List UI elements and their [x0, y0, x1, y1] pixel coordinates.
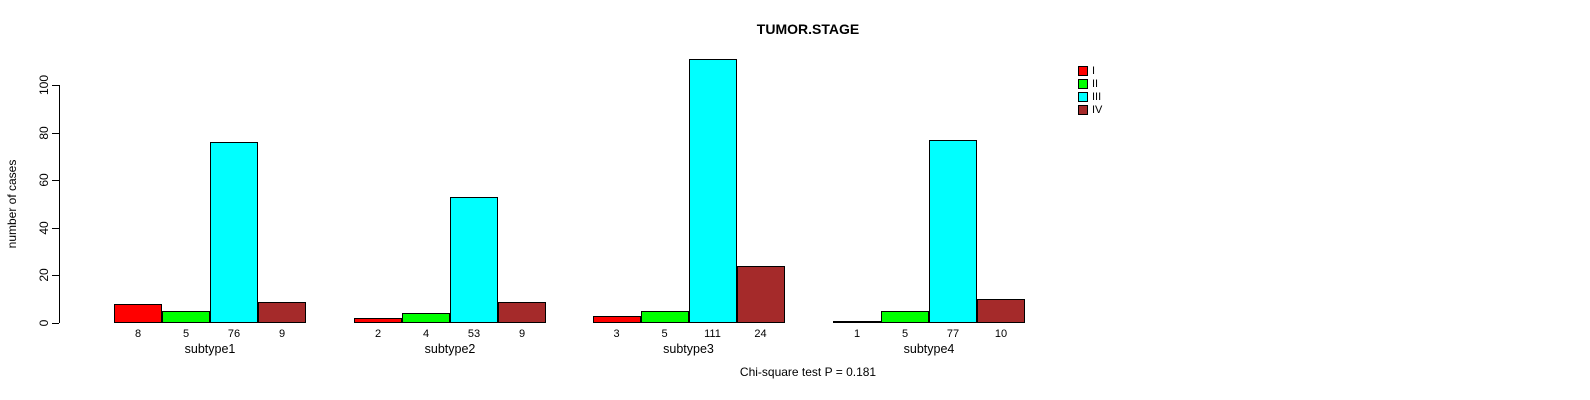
y-tick	[52, 132, 59, 134]
y-tick	[52, 227, 59, 229]
bar-value-I-subtype3: 3	[613, 328, 620, 340]
y-axis-label: number of cases	[5, 159, 19, 249]
y-tick-label: 20	[37, 268, 51, 283]
bar-value-III-subtype4: 77	[946, 328, 960, 340]
bar-value-IV-subtype1: 9	[278, 328, 286, 340]
bar-III-subtype2	[450, 196, 498, 323]
y-tick	[52, 275, 59, 277]
bar-IV-subtype2	[498, 301, 546, 323]
legend-swatch-IV	[1078, 105, 1088, 115]
legend-label-III: III	[1092, 91, 1102, 103]
bar-III-subtype4	[929, 139, 977, 323]
bar-I-subtype3	[592, 315, 641, 323]
bar-II-subtype4	[881, 311, 929, 323]
legend-label-I: I	[1092, 65, 1096, 77]
bar-III-subtype3	[688, 58, 737, 323]
bar-III-subtype1	[210, 142, 258, 323]
bar-II-subtype1	[162, 311, 210, 323]
category-label-subtype1: subtype1	[184, 342, 236, 356]
bar-value-I-subtype4: 1	[853, 328, 861, 340]
bar-value-II-subtype2: 4	[422, 328, 430, 340]
bar-II-subtype3	[640, 311, 689, 323]
y-tick-label: 0	[37, 319, 51, 327]
bar-value-II-subtype3: 5	[661, 328, 668, 340]
bar-IV-subtype1	[258, 301, 306, 323]
y-tick-label: 100	[37, 74, 51, 96]
bar-I-subtype2	[354, 318, 402, 323]
bar-value-III-subtype2: 53	[467, 328, 481, 340]
legend-swatch-I	[1078, 66, 1088, 76]
bar-value-III-subtype3: 111	[704, 328, 721, 340]
y-axis-line	[59, 85, 60, 323]
bar-I-subtype4	[833, 320, 881, 323]
y-tick-label: 60	[37, 173, 51, 187]
bar-value-IV-subtype4: 10	[994, 328, 1008, 340]
bar-value-II-subtype1: 5	[182, 328, 190, 340]
bar-value-I-subtype1: 8	[134, 328, 142, 340]
y-tick	[52, 180, 59, 182]
bar-value-IV-subtype2: 9	[518, 328, 526, 340]
legend-swatch-II	[1078, 79, 1088, 89]
bar-IV-subtype4	[977, 299, 1025, 323]
bar-value-III-subtype1: 76	[227, 328, 241, 340]
chart-title: TUMOR.STAGE	[756, 21, 860, 37]
y-tick	[52, 323, 59, 324]
bar-value-II-subtype4: 5	[901, 328, 909, 340]
y-tick	[52, 85, 59, 86]
bar-value-IV-subtype3: 24	[754, 328, 767, 340]
bar-I-subtype1	[114, 303, 162, 323]
bar-value-I-subtype2: 2	[374, 328, 382, 340]
category-label-subtype3: subtype3	[663, 342, 714, 356]
chi-square-annotation: Chi-square test P = 0.181	[739, 365, 877, 379]
category-label-subtype4: subtype4	[903, 342, 955, 356]
category-label-subtype2: subtype2	[424, 342, 476, 356]
y-tick-label: 80	[37, 125, 51, 140]
bar-IV-subtype3	[736, 265, 785, 323]
legend-label-IV: IV	[1092, 104, 1103, 116]
bar-II-subtype2	[402, 313, 450, 323]
y-tick-label: 40	[37, 221, 51, 235]
legend-swatch-III	[1078, 92, 1088, 102]
legend-label-II: II	[1092, 78, 1099, 90]
